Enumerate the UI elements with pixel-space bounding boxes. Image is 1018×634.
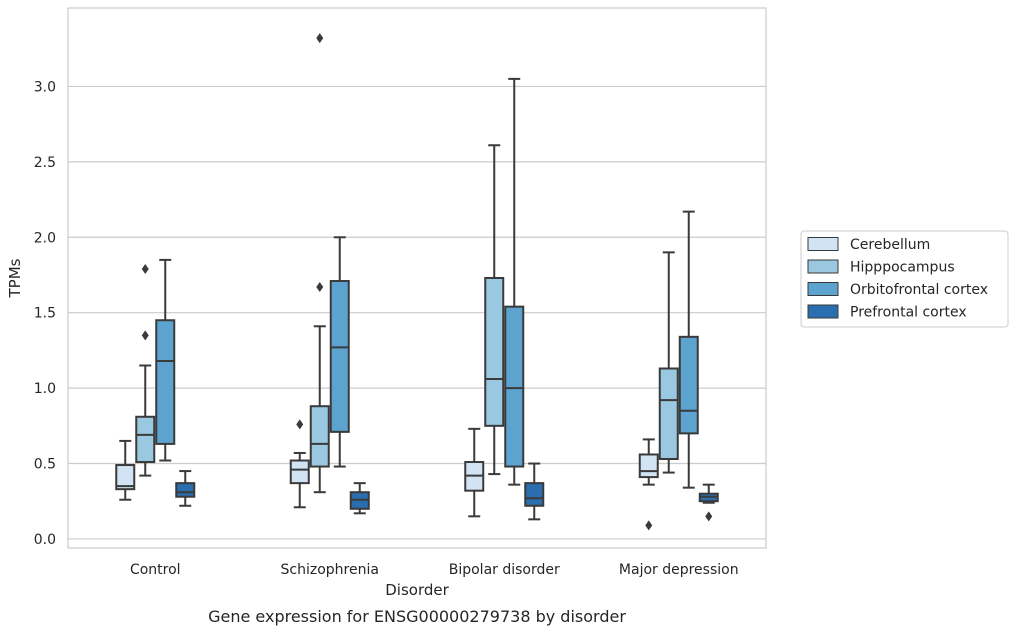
figure-caption: Gene expression for ENSG00000279738 by d… [208, 607, 626, 626]
box-body [175, 482, 196, 498]
box-cerebellum [464, 427, 485, 518]
x-tick-label: Bipolar disorder [449, 562, 560, 578]
legend-label: Prefrontal cortex [850, 305, 967, 321]
legend-frame [800, 230, 1009, 328]
box-prefrontal-cortex [698, 483, 719, 522]
box-body [135, 415, 156, 464]
y-tick-label: 1.5 [34, 306, 56, 322]
legend-label: Cerebellum [850, 237, 930, 253]
box-hipppocampus [309, 33, 330, 494]
legend-swatch [807, 304, 839, 319]
box-prefrontal-cortex [175, 470, 196, 507]
box-body [524, 482, 545, 507]
box-body [289, 459, 310, 485]
box-body [115, 464, 136, 491]
y-axis-ticks: 0.0 0.5 1.0 1.5 2.0 2.5 3.0 [34, 79, 56, 548]
y-tick-label: 2.0 [34, 230, 56, 246]
legend-swatch [807, 237, 839, 251]
box-body [329, 280, 350, 433]
box-body [309, 405, 330, 468]
box-cerebellum [115, 439, 136, 501]
box-body [504, 305, 525, 468]
box-orbitofrontal-cortex [504, 77, 525, 486]
y-tick-label: 0.0 [34, 532, 56, 548]
x-axis-ticks: Control Schizophrenia Bipolar disorder Majo… [130, 562, 739, 578]
legend: Cerebellum Hipppocampus Orbitofrontal cort… [800, 230, 1009, 328]
box-groups [115, 33, 719, 531]
box-orbitofrontal-cortex [678, 210, 699, 489]
box-hipppocampus [658, 251, 679, 474]
box-body [155, 319, 176, 445]
legend-label: Hipppocampus [850, 260, 955, 276]
x-tick-label: Control [130, 562, 181, 578]
legend-label: Orbitofrontal cortex [850, 282, 988, 298]
outlier-point [296, 419, 304, 430]
box-body [678, 335, 699, 435]
box-hipppocampus [484, 144, 505, 476]
box-prefrontal-cortex [349, 482, 370, 515]
box-body [638, 453, 659, 479]
y-tick-label: 3.0 [34, 79, 56, 95]
outlier-point [316, 33, 324, 44]
y-tick-label: 1.0 [34, 381, 56, 397]
y-tick-label: 2.5 [34, 155, 56, 171]
legend-swatch [807, 282, 839, 296]
outlier-point [316, 282, 324, 293]
x-axis-title: Disorder [385, 581, 449, 599]
outlier-point [645, 520, 653, 531]
x-tick-label: Schizophrenia [281, 562, 379, 578]
box-body [484, 277, 505, 427]
x-tick-label: Major depression [619, 562, 739, 578]
grid-lines [68, 85, 766, 540]
box-hipppocampus [135, 263, 156, 477]
box-orbitofrontal-cortex [155, 258, 176, 462]
y-axis-title: TPMs [6, 258, 24, 298]
outlier-point [141, 263, 149, 274]
box-cerebellum [289, 419, 310, 509]
box-body [658, 367, 679, 461]
box-cerebellum [638, 438, 659, 531]
y-tick-label: 0.5 [34, 457, 56, 473]
legend-swatch [807, 259, 839, 274]
box-orbitofrontal-cortex [329, 236, 350, 468]
plot-area [67, 7, 767, 549]
box-prefrontal-cortex [524, 462, 545, 521]
outlier-point [141, 330, 149, 341]
outlier-point [705, 511, 713, 522]
